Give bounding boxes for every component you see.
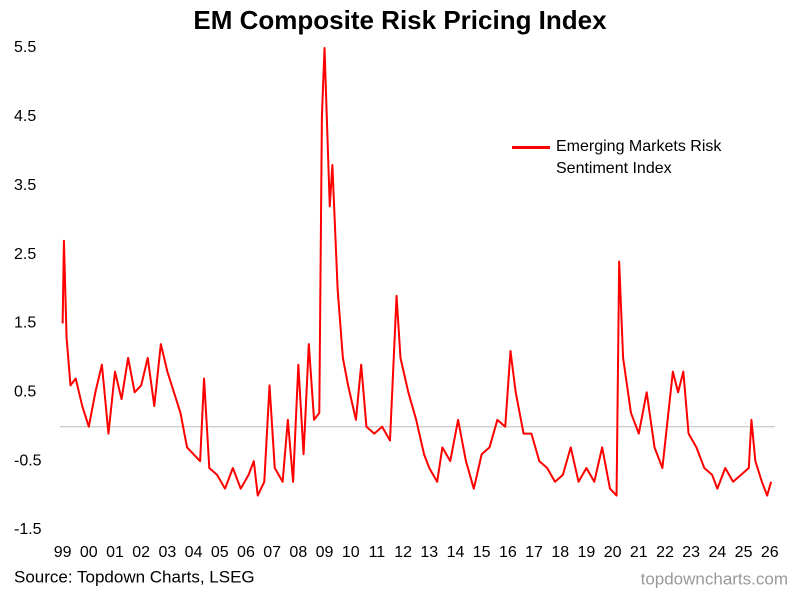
- y-tick-label: 1.5: [14, 315, 36, 332]
- x-tick-label: 02: [132, 544, 150, 561]
- x-tick-label: 13: [420, 544, 438, 561]
- x-tick-label: 10: [342, 544, 360, 561]
- source: Source: Topdown Charts, LSEG: [14, 567, 255, 586]
- x-tick-label: 16: [499, 544, 517, 561]
- y-tick-label: 4.5: [14, 108, 36, 125]
- y-tick-label: 3.5: [14, 177, 36, 194]
- y-tick-label: 2.5: [14, 246, 36, 263]
- x-tick-label: 03: [158, 544, 176, 561]
- x-tick-label: 05: [211, 544, 229, 561]
- chart-title: EM Composite Risk Pricing Index: [193, 5, 607, 35]
- y-tick-label: -0.5: [14, 452, 42, 469]
- x-tick-label: 00: [80, 544, 98, 561]
- x-tick-label: 99: [54, 544, 72, 561]
- x-tick-label: 18: [551, 544, 569, 561]
- watermark: topdowncharts.com: [641, 569, 788, 588]
- x-tick-label: 01: [106, 544, 124, 561]
- legend-swatch: [512, 146, 550, 149]
- x-tick-label: 12: [394, 544, 412, 561]
- x-tick-label: 23: [682, 544, 700, 561]
- x-tick-label: 24: [708, 544, 726, 561]
- x-tick-label: 22: [656, 544, 674, 561]
- x-tick-label: 25: [735, 544, 753, 561]
- legend: Emerging Markets Risk Sentiment Index: [512, 136, 766, 180]
- data-line: [61, 47, 773, 497]
- x-tick-label: 21: [630, 544, 648, 561]
- legend-label: Emerging Markets Risk Sentiment Index: [556, 138, 722, 177]
- x-tick-label: 26: [761, 544, 779, 561]
- x-tick-label: 17: [525, 544, 543, 561]
- x-tick-label: 06: [237, 544, 255, 561]
- x-tick-label: 04: [185, 544, 203, 561]
- x-tick-label: 15: [473, 544, 491, 561]
- x-tick-label: 19: [578, 544, 596, 561]
- x-tick-label: 08: [289, 544, 307, 561]
- y-tick-label: 0.5: [14, 384, 36, 401]
- x-tick-label: 11: [369, 544, 386, 561]
- y-tick-label: 5.5: [14, 39, 36, 56]
- x-tick-label: 07: [263, 544, 281, 561]
- y-tick-label: -1.5: [14, 521, 42, 538]
- x-tick-label: 14: [447, 544, 465, 561]
- x-tick-label: 20: [604, 544, 622, 561]
- x-tick-label: 09: [316, 544, 334, 561]
